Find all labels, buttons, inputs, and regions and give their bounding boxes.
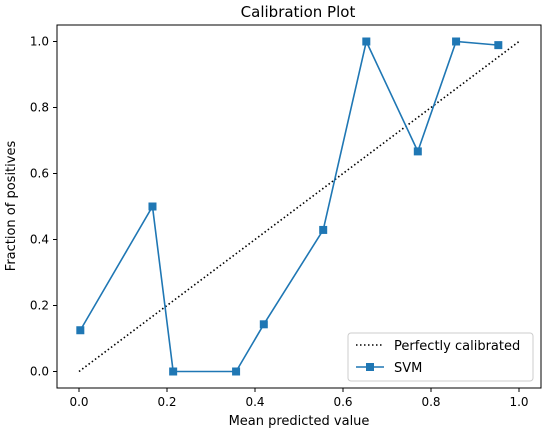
data-point-svm <box>362 37 371 46</box>
y-axis-ticks: 0.0 0.2 0.4 0.6 0.8 1.0 <box>30 35 57 379</box>
series-line-perfectly-calibrated <box>78 40 520 373</box>
x-tick-label: 1.0 <box>509 395 528 409</box>
x-tick-label: 0.6 <box>333 395 352 409</box>
y-tick-label: 0.6 <box>30 167 49 181</box>
y-tick-label: 0.8 <box>30 101 49 115</box>
data-point-svm <box>148 202 157 211</box>
data-point-svm <box>494 41 503 50</box>
legend-label-svm: SVM <box>394 361 422 376</box>
x-axis-label: Mean predicted value <box>229 414 370 429</box>
series-layer <box>76 37 520 376</box>
data-point-svm <box>259 320 268 329</box>
y-tick-label: 0.4 <box>30 233 49 247</box>
y-tick-label: 0.0 <box>30 365 49 379</box>
y-axis-label: Fraction of positives <box>4 141 19 272</box>
x-axis-ticks: 0.0 0.2 0.4 0.6 0.8 1.0 <box>69 388 529 409</box>
data-point-svm <box>76 326 85 335</box>
y-tick-label: 0.2 <box>30 299 49 313</box>
data-point-svm <box>413 147 422 156</box>
series-line-svm <box>79 39 499 373</box>
legend-label-perfectly-calibrated: Perfectly calibrated <box>394 339 520 354</box>
x-tick-label: 0.8 <box>421 395 440 409</box>
x-tick-label: 0.2 <box>157 395 176 409</box>
x-tick-label: 0.4 <box>245 395 264 409</box>
legend-box <box>347 332 534 382</box>
data-point-svm <box>319 225 328 234</box>
data-point-svm <box>232 367 241 376</box>
data-point-svm <box>452 37 461 46</box>
chart-title: Calibration Plot <box>241 3 356 21</box>
legend: Perfectly calibrated SVM <box>347 332 534 382</box>
plot-area-frame <box>56 24 542 389</box>
legend-marker-svm <box>366 363 374 371</box>
data-point-svm <box>169 367 178 376</box>
y-tick-label: 1.0 <box>30 35 49 49</box>
x-tick-label: 0.0 <box>69 395 88 409</box>
